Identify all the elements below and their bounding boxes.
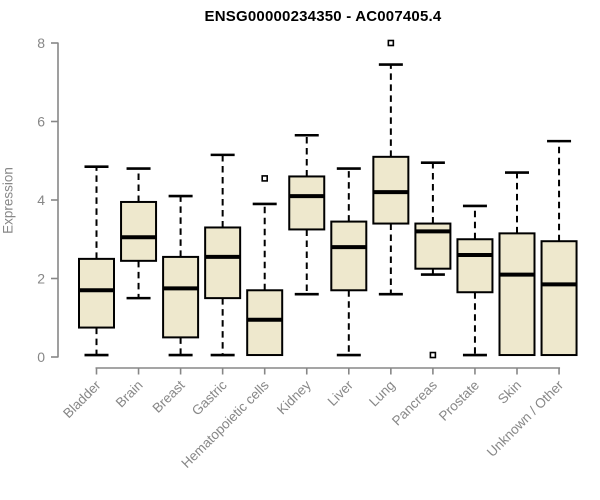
y-axis-tick-label: 4 (37, 192, 45, 208)
x-axis-label-bladder: Bladder (60, 377, 104, 421)
x-axis-label-gastric: Gastric (189, 377, 230, 418)
x-axis-label-skin: Skin (495, 378, 524, 407)
box-unknown-other (540, 240, 578, 357)
x-axis-label-brain: Brain (113, 378, 146, 411)
y-axis-tick-label: 6 (37, 114, 45, 130)
box-gastric (204, 226, 242, 300)
y-axis-tick-label: 0 (37, 349, 45, 365)
y-axis-tick-label: 2 (37, 271, 45, 287)
y-axis-tick-label: 8 (37, 35, 45, 51)
box-prostate (456, 238, 494, 294)
box-skin (498, 232, 536, 357)
x-axis-label-kidney: Kidney (274, 377, 314, 417)
box-liver (330, 220, 368, 292)
box-hematopoietic-cells (246, 289, 284, 357)
outlier-point-pancreas (429, 351, 437, 359)
x-axis-label-liver: Liver (325, 377, 357, 409)
x-axis-label-lung: Lung (366, 378, 398, 410)
box-breast (162, 255, 200, 339)
x-axis-label-pancreas: Pancreas (389, 377, 440, 428)
outlier-point-hematopoietic-cells (261, 175, 269, 182)
x-axis-label-prostate: Prostate (436, 378, 482, 424)
x-axis-label-breast: Breast (150, 377, 188, 415)
x-axis-label-unknown-other: Unknown / Other (484, 377, 567, 460)
box-bladder (78, 257, 115, 329)
box-kidney (288, 175, 326, 231)
chart-title: ENSG00000234350 - AC007405.4 (204, 8, 442, 25)
outlier-point-lung (387, 39, 395, 47)
box-brain (120, 200, 158, 262)
